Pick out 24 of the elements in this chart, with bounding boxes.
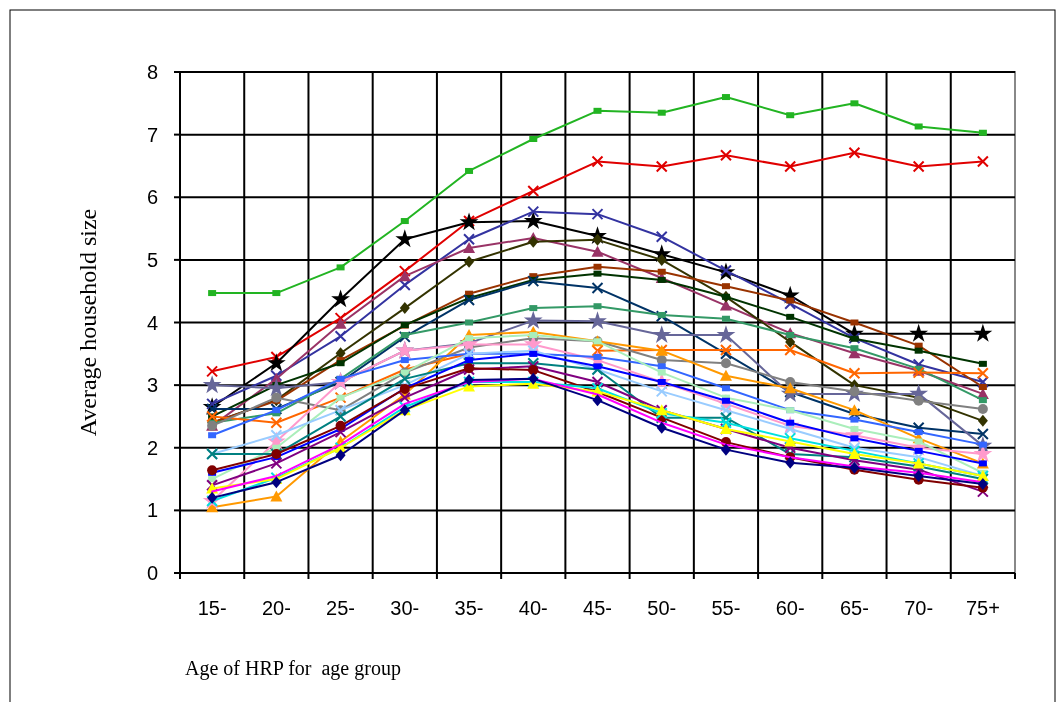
x-tick-label: 75+ [965, 597, 1000, 619]
x-tick-label: 35- [454, 597, 484, 619]
x-tick-label: 50- [647, 597, 677, 619]
x-tick-label: 70- [904, 597, 934, 619]
x-tick-label: 65- [839, 597, 869, 619]
x-tick-label: 55- [711, 597, 741, 619]
y-tick-label: 7 [146, 123, 158, 146]
x-tick-label: 20- [261, 597, 291, 619]
x-tick-label: 30- [390, 597, 420, 619]
y-tick-label: 3 [146, 374, 158, 397]
y-tick-label: 0 [146, 562, 158, 584]
y-axis-title: Average household size [75, 208, 101, 437]
x-tick-label: 15- [197, 597, 227, 619]
y-tick-label: 5 [146, 248, 158, 271]
y-tick-label: 8 [146, 61, 158, 83]
y-tick-label: 6 [146, 186, 158, 209]
x-tick-label: 45- [583, 597, 612, 619]
x-tick-label: 60- [775, 597, 805, 619]
x-tick-label: 25- [326, 597, 356, 619]
x-tick-label: 40- [518, 597, 548, 619]
y-tick-label: 2 [146, 436, 158, 459]
y-tick-label: 1 [146, 499, 158, 522]
x-axis-title: Age of HRP for age group [185, 657, 401, 680]
y-tick-label: 4 [146, 311, 158, 334]
